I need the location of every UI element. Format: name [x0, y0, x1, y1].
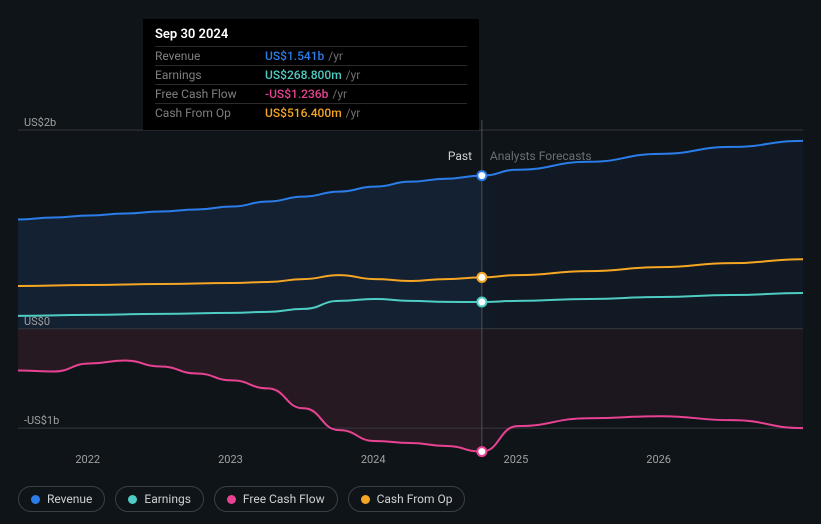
forecast-region-label: Analysts Forecasts — [490, 149, 592, 163]
tooltip-row: EarningsUS$268.800m/yr — [155, 65, 467, 84]
tooltip-row-suffix: /yr — [346, 68, 361, 82]
x-axis-tick-label: 2024 — [361, 453, 386, 466]
tooltip-row: Cash From OpUS$516.400m/yr — [155, 103, 467, 122]
series-marker-fcf — [477, 447, 486, 456]
series-marker-revenue — [477, 171, 486, 180]
legend-item-revenue[interactable]: Revenue — [18, 486, 105, 512]
tooltip-row-value: US$268.800m — [265, 68, 342, 82]
y-axis-tick-label: -US$1b — [24, 414, 59, 427]
legend-item-label: Cash From Op — [377, 492, 453, 506]
chart-legend: Revenue Earnings Free Cash Flow Cash From O… — [18, 486, 465, 512]
legend-item-earnings[interactable]: Earnings — [115, 486, 204, 512]
x-axis-tick-label: 2023 — [218, 453, 243, 466]
legend-item-label: Revenue — [47, 492, 92, 506]
tooltip-row-label: Earnings — [155, 68, 265, 82]
tooltip-row-label: Revenue — [155, 49, 265, 63]
tooltip-row-suffix: /yr — [346, 106, 361, 120]
legend-item-label: Earnings — [144, 492, 191, 506]
legend-item-cash-from-op[interactable]: Cash From Op — [348, 486, 466, 512]
tooltip-row: RevenueUS$1.541b/yr — [155, 46, 467, 65]
tooltip-date: Sep 30 2024 — [155, 27, 467, 46]
x-axis-tick-label: 2025 — [504, 453, 529, 466]
y-axis-tick-label: US$0 — [24, 315, 50, 328]
legend-dot-icon — [128, 495, 137, 504]
tooltip-row-label: Cash From Op — [155, 106, 265, 120]
tooltip-row-suffix: /yr — [332, 87, 347, 101]
tooltip-row-suffix: /yr — [328, 49, 343, 63]
tooltip-row-value: -US$1.236b — [265, 87, 328, 101]
legend-item-label: Free Cash Flow — [243, 492, 325, 506]
series-marker-earnings — [477, 298, 486, 307]
financials-forecast-chart[interactable]: Sep 30 2024 RevenueUS$1.541b/yrEarningsU… — [0, 0, 821, 524]
y-axis-tick-label: US$2b — [24, 116, 56, 129]
legend-dot-icon — [361, 495, 370, 504]
tooltip-row-value: US$1.541b — [265, 49, 324, 63]
tooltip-row-value: US$516.400m — [265, 106, 342, 120]
legend-dot-icon — [227, 495, 236, 504]
x-axis-tick-label: 2022 — [75, 453, 100, 466]
x-axis-tick-label: 2026 — [646, 453, 671, 466]
legend-dot-icon — [31, 495, 40, 504]
tooltip-row: Free Cash Flow-US$1.236b/yr — [155, 84, 467, 103]
series-marker-cfo — [477, 273, 486, 282]
tooltip-row-label: Free Cash Flow — [155, 87, 265, 101]
past-region-label: Past — [448, 149, 472, 163]
chart-tooltip: Sep 30 2024 RevenueUS$1.541b/yrEarningsU… — [143, 19, 479, 130]
legend-item-free-cash-flow[interactable]: Free Cash Flow — [214, 486, 338, 512]
